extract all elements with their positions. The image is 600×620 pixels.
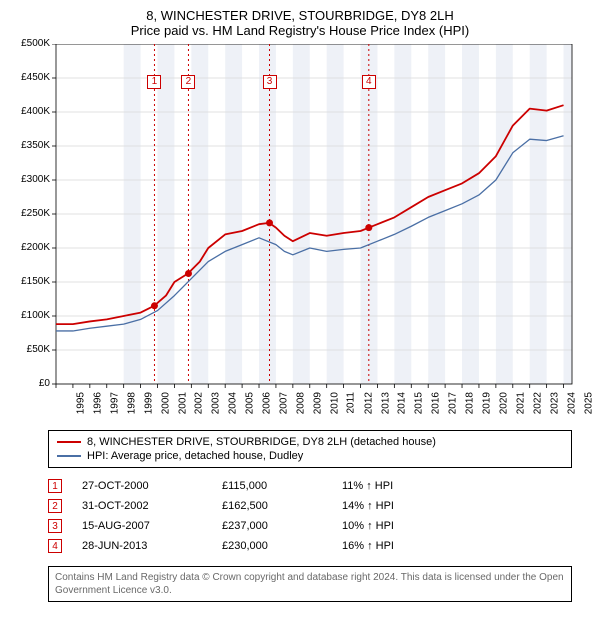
x-tick-label: 2022: [532, 392, 543, 414]
chart-svg: [10, 44, 590, 424]
x-tick-label: 2005: [244, 392, 255, 414]
sale-pct: 11% ↑ HPI: [342, 480, 442, 492]
y-tick-label: £200K: [21, 242, 50, 253]
y-tick-label: £150K: [21, 276, 50, 287]
legend: 8, WINCHESTER DRIVE, STOURBRIDGE, DY8 2L…: [48, 430, 572, 468]
x-tick-label: 2017: [447, 392, 458, 414]
footer-note: Contains HM Land Registry data © Crown c…: [48, 566, 572, 602]
x-tick-label: 2024: [566, 392, 577, 414]
sales-table: 1 27-OCT-2000 £115,000 11% ↑ HPI 2 31-OCT-200…: [48, 476, 572, 556]
legend-item: 8, WINCHESTER DRIVE, STOURBRIDGE, DY8 2L…: [57, 435, 563, 449]
y-tick-label: £0: [39, 378, 50, 389]
sale-marker: 3: [263, 75, 277, 89]
legend-item: HPI: Average price, detached house, Dudl…: [57, 449, 563, 463]
x-tick-label: 2020: [498, 392, 509, 414]
y-tick-label: £300K: [21, 174, 50, 185]
chart-container: 8, WINCHESTER DRIVE, STOURBRIDGE, DY8 2L…: [0, 0, 600, 610]
x-tick-label: 2000: [160, 392, 171, 414]
sale-number-box: 2: [48, 499, 62, 513]
legend-swatch: [57, 441, 81, 443]
sale-date: 31-OCT-2002: [82, 500, 202, 512]
x-tick-label: 2012: [363, 392, 374, 414]
y-tick-label: £250K: [21, 208, 50, 219]
x-tick-label: 2007: [278, 392, 289, 414]
sale-marker: 1: [147, 75, 161, 89]
sales-row: 2 31-OCT-2002 £162,500 14% ↑ HPI: [48, 496, 572, 516]
x-tick-label: 1998: [126, 392, 137, 414]
x-tick-label: 2003: [211, 392, 222, 414]
x-tick-label: 2023: [549, 392, 560, 414]
x-tick-label: 1997: [109, 392, 120, 414]
legend-label: HPI: Average price, detached house, Dudl…: [87, 450, 303, 462]
x-tick-label: 2019: [481, 392, 492, 414]
y-tick-label: £500K: [21, 38, 50, 49]
x-tick-label: 2025: [583, 392, 594, 414]
x-tick-label: 2006: [261, 392, 272, 414]
sale-marker: 2: [181, 75, 195, 89]
sale-pct: 10% ↑ HPI: [342, 520, 442, 532]
sale-pct: 14% ↑ HPI: [342, 500, 442, 512]
sale-date: 27-OCT-2000: [82, 480, 202, 492]
title-subtitle: Price paid vs. HM Land Registry's House …: [10, 23, 590, 38]
sale-price: £230,000: [222, 540, 322, 552]
sale-date: 15-AUG-2007: [82, 520, 202, 532]
x-tick-label: 2004: [228, 392, 239, 414]
y-tick-label: £100K: [21, 310, 50, 321]
y-tick-label: £450K: [21, 72, 50, 83]
x-tick-label: 1996: [92, 392, 103, 414]
sale-price: £237,000: [222, 520, 322, 532]
sale-number-box: 1: [48, 479, 62, 493]
sale-number-box: 4: [48, 539, 62, 553]
x-tick-label: 1999: [143, 392, 154, 414]
sales-row: 4 28-JUN-2013 £230,000 16% ↑ HPI: [48, 536, 572, 556]
sales-row: 3 15-AUG-2007 £237,000 10% ↑ HPI: [48, 516, 572, 536]
y-tick-label: £350K: [21, 140, 50, 151]
x-tick-label: 2002: [194, 392, 205, 414]
y-tick-label: £50K: [27, 344, 50, 355]
x-tick-label: 2021: [515, 392, 526, 414]
sale-price: £162,500: [222, 500, 322, 512]
sale-marker: 4: [362, 75, 376, 89]
x-tick-label: 2001: [177, 392, 188, 414]
sale-number-box: 3: [48, 519, 62, 533]
chart-area: £0 £50K £100K £150K £200K £250K £300K £350K £400…: [10, 44, 590, 424]
sale-pct: 16% ↑ HPI: [342, 540, 442, 552]
sale-price: £115,000: [222, 480, 322, 492]
x-tick-label: 2009: [312, 392, 323, 414]
x-tick-label: 1995: [75, 392, 86, 414]
sales-row: 1 27-OCT-2000 £115,000 11% ↑ HPI: [48, 476, 572, 496]
y-tick-label: £400K: [21, 106, 50, 117]
x-tick-label: 2010: [329, 392, 340, 414]
x-tick-label: 2016: [431, 392, 442, 414]
x-tick-label: 2011: [345, 392, 356, 414]
x-tick-label: 2008: [295, 392, 306, 414]
x-tick-label: 2018: [464, 392, 475, 414]
x-tick-label: 2013: [380, 392, 391, 414]
sale-date: 28-JUN-2013: [82, 540, 202, 552]
x-tick-label: 2015: [414, 392, 425, 414]
title-address: 8, WINCHESTER DRIVE, STOURBRIDGE, DY8 2L…: [10, 8, 590, 23]
legend-label: 8, WINCHESTER DRIVE, STOURBRIDGE, DY8 2L…: [87, 436, 436, 448]
legend-swatch: [57, 455, 81, 456]
x-tick-label: 2014: [397, 392, 408, 414]
